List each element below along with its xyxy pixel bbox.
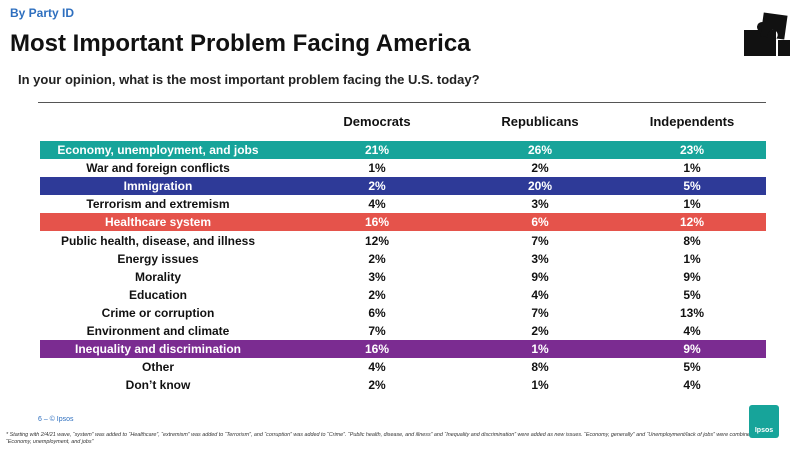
value-cell: 20% <box>527 179 553 194</box>
row-label: War and foreign conflicts <box>86 161 230 176</box>
table-row: Crime or corruption 6% 7% 13% <box>40 304 766 322</box>
value-cell: 2% <box>368 179 386 194</box>
value-cell: 16% <box>364 215 390 230</box>
value-cell: 5% <box>683 287 701 302</box>
value-cell: 4% <box>683 378 701 393</box>
value-cell: 4% <box>531 287 549 302</box>
row-label: Education <box>128 287 187 302</box>
value-cell: 6% <box>531 215 549 230</box>
row-label: Environment and climate <box>86 324 230 338</box>
value-cell: 7% <box>368 324 386 338</box>
column-header: Republicans <box>501 114 579 129</box>
value-cell: 2% <box>368 287 386 302</box>
question: In your opinion, what is the most import… <box>18 72 480 87</box>
table-row: Public health, disease, and illness 12% 7%… <box>40 232 766 250</box>
value-cell: 1% <box>531 378 549 393</box>
value-cell: 8% <box>531 360 549 375</box>
row-label: Don’t know <box>125 378 191 393</box>
value-cell: 4% <box>683 324 701 338</box>
footnote: * Starting with 2/4/21 wave, “system” wa… <box>6 432 776 445</box>
value-cell: 3% <box>531 197 549 212</box>
column-header: Democrats <box>343 114 411 129</box>
table-row: Economy, unemployment, and jobs 21% 26% 23% <box>40 141 766 159</box>
value-cell: 12% <box>364 233 390 248</box>
value-cell: 5% <box>683 179 701 194</box>
title: Most Important Problem Facing America <box>10 30 471 57</box>
row-label: Other <box>141 360 174 375</box>
row-label: Economy, unemployment, and jobs <box>57 143 259 157</box>
logo-text: Ipsos <box>754 427 774 434</box>
logo: Ipsos <box>749 405 779 438</box>
value-cell: 4% <box>368 360 386 375</box>
table-row: Other 4% 8% 5% <box>40 358 766 376</box>
page-number: 6 – © Ipsos <box>38 416 74 423</box>
value-cell: 1% <box>683 197 701 212</box>
value-cell: 7% <box>531 233 549 248</box>
puzzle-icon <box>744 12 790 56</box>
table-row: Environment and climate 7% 2% 4% <box>40 322 766 340</box>
table-row: Morality 3% 9% 9% <box>40 268 766 286</box>
table-row: Education 2% 4% 5% <box>40 286 766 304</box>
table-row: War and foreign conflicts 1% 2% 1% <box>40 159 766 177</box>
value-cell: 2% <box>368 378 386 393</box>
value-cell: 21% <box>364 143 390 157</box>
value-cell: 1% <box>683 161 701 176</box>
section-label: By Party ID <box>10 6 75 20</box>
value-cell: 2% <box>531 161 549 176</box>
value-cell: 16% <box>364 342 390 357</box>
value-cell: 2% <box>368 251 386 266</box>
column-header: Independents <box>649 114 735 129</box>
value-cell: 12% <box>679 215 705 230</box>
value-cell: 1% <box>683 251 701 266</box>
row-label: Immigration <box>123 179 193 194</box>
value-cell: 23% <box>679 143 705 157</box>
value-cell: 1% <box>368 161 386 176</box>
rule <box>38 102 766 103</box>
value-cell: 9% <box>683 342 701 357</box>
value-cell: 5% <box>683 360 701 375</box>
value-cell: 7% <box>531 305 549 320</box>
table-row: Energy issues 2% 3% 1% <box>40 250 766 268</box>
table-row: Healthcare system 16% 6% 12% <box>40 213 766 232</box>
row-label: Inequality and discrimination <box>74 342 242 357</box>
value-cell: 9% <box>531 269 549 284</box>
value-cell: 8% <box>683 233 701 248</box>
value-cell: 6% <box>368 305 386 320</box>
table-row: Immigration 2% 20% 5% <box>40 177 766 196</box>
row-label: Healthcare system <box>104 215 212 230</box>
table-row: Terrorism and extremism 4% 3% 1% <box>40 195 766 213</box>
value-cell: 26% <box>527 143 553 157</box>
value-cell: 2% <box>531 324 549 338</box>
value-cell: 4% <box>368 197 386 212</box>
row-label: Energy issues <box>117 251 199 266</box>
row-label: Terrorism and extremism <box>86 197 230 212</box>
value-cell: 13% <box>679 305 705 320</box>
table-row: Inequality and discrimination 16% 1% 9% <box>40 340 766 359</box>
row-label: Public health, disease, and illness <box>60 233 256 248</box>
value-cell: 3% <box>531 251 549 266</box>
value-cell: 3% <box>368 269 386 284</box>
row-label: Crime or corruption <box>101 305 215 320</box>
table-row: Don’t know 2% 1% 4% <box>40 376 766 394</box>
value-cell: 9% <box>683 269 701 284</box>
value-cell: 1% <box>531 342 549 357</box>
row-label: Morality <box>134 269 181 284</box>
